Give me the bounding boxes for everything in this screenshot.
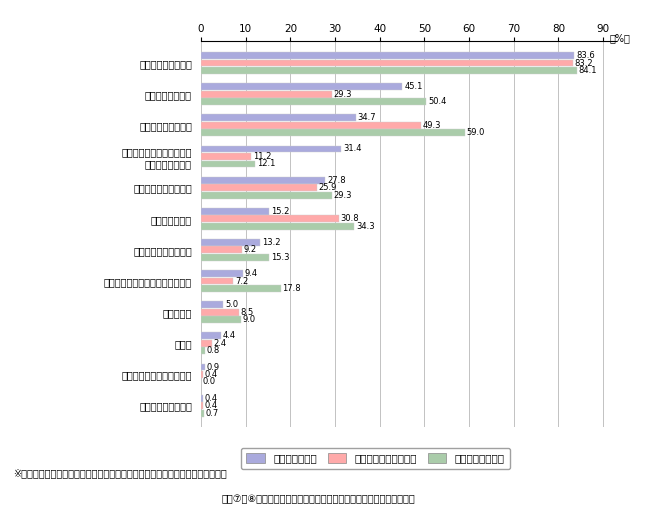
Bar: [201, 278, 233, 284]
Text: 9.0: 9.0: [243, 315, 256, 324]
Bar: [201, 146, 341, 152]
Text: 83.6: 83.6: [576, 51, 595, 60]
Text: 29.3: 29.3: [334, 90, 352, 99]
Text: 17.8: 17.8: [282, 284, 301, 293]
Bar: [201, 153, 251, 160]
Text: 83.2: 83.2: [574, 59, 593, 67]
Bar: [201, 98, 426, 105]
Bar: [201, 402, 203, 409]
Text: 34.3: 34.3: [356, 222, 375, 231]
Text: 0.4: 0.4: [204, 401, 218, 410]
Text: 9.2: 9.2: [244, 246, 257, 254]
Bar: [201, 177, 325, 183]
Text: 30.8: 30.8: [340, 214, 359, 223]
Bar: [201, 340, 212, 347]
Bar: [201, 316, 241, 323]
Bar: [201, 91, 332, 97]
Text: 27.8: 27.8: [327, 176, 346, 184]
Text: 図表⑦、⑧　（出典）「企業のユビキタスネットワーク利用動向調査」: 図表⑦、⑧ （出典）「企業のユビキタスネットワーク利用動向調査」: [221, 494, 415, 504]
Text: 50.4: 50.4: [428, 97, 446, 106]
Bar: [201, 52, 574, 59]
Bar: [201, 254, 269, 261]
Text: 25.9: 25.9: [318, 183, 337, 192]
Text: 31.4: 31.4: [343, 145, 362, 153]
Bar: [201, 215, 338, 222]
Text: 0.9: 0.9: [207, 363, 220, 371]
Text: 45.1: 45.1: [404, 82, 423, 91]
Bar: [201, 394, 203, 402]
Bar: [201, 114, 356, 121]
Bar: [201, 371, 203, 378]
Text: 84.1: 84.1: [578, 66, 597, 75]
Bar: [201, 129, 464, 136]
Text: 2.4: 2.4: [214, 339, 226, 348]
Bar: [201, 301, 223, 308]
Bar: [201, 410, 204, 417]
Text: 0.8: 0.8: [206, 346, 220, 355]
Text: 15.2: 15.2: [271, 207, 289, 216]
Bar: [201, 184, 317, 191]
Text: 4.4: 4.4: [222, 331, 236, 340]
Text: 9.4: 9.4: [245, 269, 258, 278]
Legend: ブロードバンド, モバイルネットワーク, ユビキタスツール: ブロードバンド, モバイルネットワーク, ユビキタスツール: [241, 448, 510, 469]
Bar: [201, 247, 242, 253]
Text: 49.3: 49.3: [423, 121, 442, 130]
Bar: [201, 333, 220, 339]
Bar: [201, 122, 421, 129]
Bar: [201, 364, 205, 370]
Text: 13.2: 13.2: [262, 238, 280, 247]
Text: ※　各ネットワーク環境を導入済み・導入検討中の事業者向け企業における比率: ※ 各ネットワーク環境を導入済み・導入検討中の事業者向け企業における比率: [13, 468, 227, 478]
Text: 8.5: 8.5: [241, 307, 254, 317]
Bar: [201, 67, 577, 74]
Bar: [201, 161, 255, 167]
Bar: [201, 309, 239, 316]
Bar: [201, 348, 204, 354]
Bar: [201, 83, 403, 90]
Bar: [201, 285, 281, 292]
Text: （%）: （%）: [610, 33, 630, 43]
Text: 7.2: 7.2: [235, 277, 248, 285]
Text: 12.1: 12.1: [257, 160, 275, 168]
Text: 0.7: 0.7: [206, 408, 219, 418]
Text: 34.7: 34.7: [358, 113, 377, 123]
Text: 5.0: 5.0: [225, 300, 239, 309]
Text: 0.4: 0.4: [204, 370, 218, 379]
Bar: [201, 60, 573, 66]
Text: 29.3: 29.3: [334, 191, 352, 200]
Bar: [201, 223, 354, 230]
Bar: [201, 192, 332, 198]
Bar: [201, 239, 260, 246]
Text: 0.0: 0.0: [203, 377, 216, 386]
Text: 11.2: 11.2: [253, 152, 271, 161]
Text: 0.4: 0.4: [204, 393, 218, 403]
Text: 59.0: 59.0: [466, 128, 484, 138]
Bar: [201, 270, 243, 277]
Bar: [201, 208, 269, 215]
Text: 15.3: 15.3: [271, 253, 289, 262]
